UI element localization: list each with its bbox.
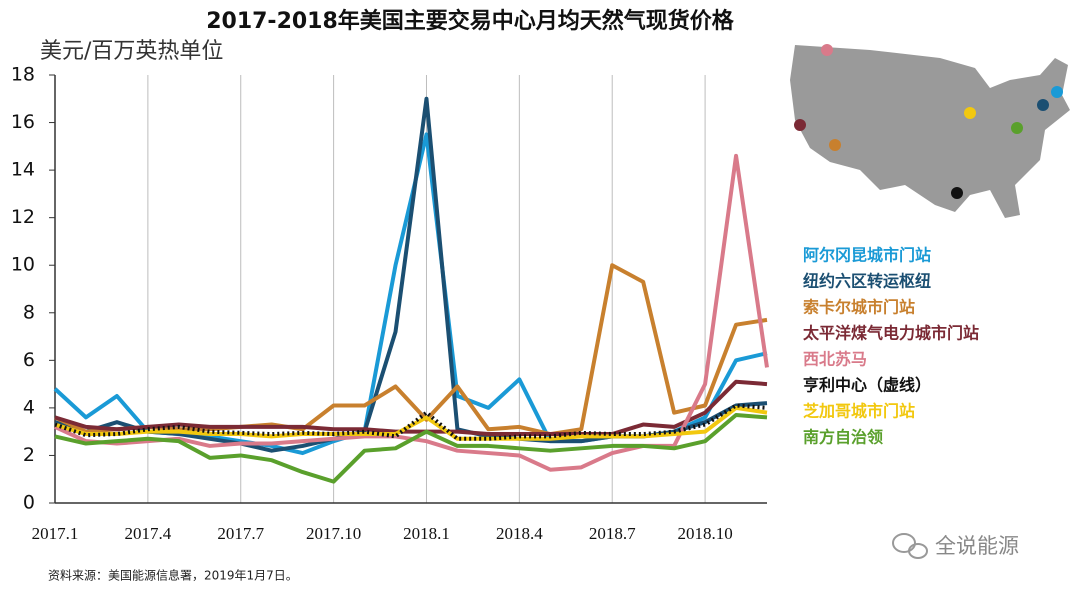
map-marker xyxy=(1011,122,1023,134)
source-note: 资料来源：美国能源信息署，2019年1月7日。 xyxy=(48,568,298,583)
map-marker xyxy=(951,187,963,199)
line-series xyxy=(54,379,768,437)
line-series xyxy=(54,96,768,453)
map-marker xyxy=(1037,99,1049,111)
y-axis-label: 美元/百万英热单位 xyxy=(40,39,223,64)
x-tick-label: 2017.4 xyxy=(124,524,171,543)
watermark: 全说能源 xyxy=(935,534,1019,558)
us-map xyxy=(790,45,1070,218)
y-tick-label: 6 xyxy=(23,349,35,371)
y-tick-label: 4 xyxy=(23,396,35,418)
y-tick-label: 14 xyxy=(11,159,35,181)
x-tick-label: 2018.10 xyxy=(677,524,732,543)
map-marker xyxy=(821,44,833,56)
watermark-icon xyxy=(892,533,928,559)
line-series xyxy=(54,405,768,441)
map-marker xyxy=(794,119,806,131)
map-marker xyxy=(964,107,976,119)
legend-label: 纽约六区转运枢纽 xyxy=(803,272,931,291)
map-marker xyxy=(829,139,841,151)
y-tick-label: 8 xyxy=(23,301,35,323)
map-marker xyxy=(1051,86,1063,98)
x-tick-label: 2017.10 xyxy=(306,524,361,543)
legend-label: 阿尔冈昆城市门站 xyxy=(803,246,931,265)
legend-label: 索卡尔城市门站 xyxy=(803,298,915,317)
y-tick-label: 18 xyxy=(11,64,35,86)
line-series xyxy=(54,263,768,437)
x-tick-label: 2017.1 xyxy=(32,524,79,543)
x-tick-label: 2017.7 xyxy=(217,524,264,543)
y-tick-label: 0 xyxy=(23,492,35,514)
chart-title: 2017-2018年美国主要交易中心月均天然气现货价格 xyxy=(206,8,735,34)
y-tick-label: 10 xyxy=(11,254,35,276)
legend-label: 南方自治领 xyxy=(803,428,883,447)
legend-label: 亨利中心（虚线） xyxy=(803,376,931,395)
legend-label: 芝加哥城市门站 xyxy=(803,402,915,421)
x-tick-label: 2018.1 xyxy=(403,524,450,543)
line-series xyxy=(54,403,768,441)
line-series xyxy=(54,413,768,484)
y-tick-label: 16 xyxy=(11,111,35,133)
x-tick-label: 2018.7 xyxy=(589,524,636,543)
legend-label: 西北苏马 xyxy=(803,350,867,369)
y-tick-label: 2 xyxy=(23,444,35,466)
legend-label: 太平洋煤气电力城市门站 xyxy=(802,324,979,343)
y-tick-label: 12 xyxy=(11,206,35,228)
x-tick-label: 2018.4 xyxy=(496,524,543,543)
